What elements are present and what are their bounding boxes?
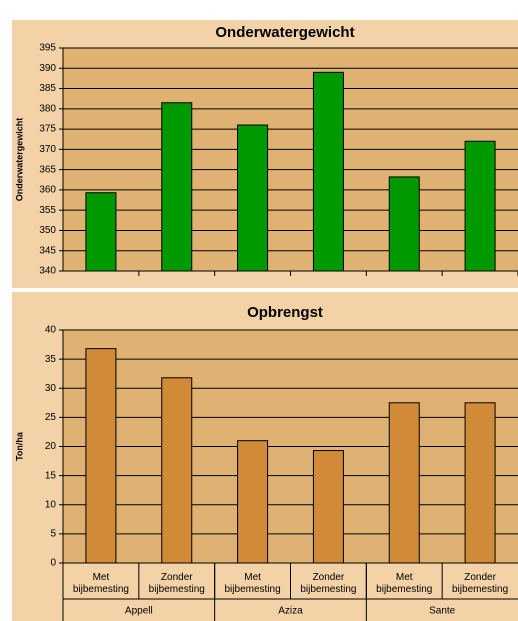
bar (312, 450, 344, 564)
y-tick-label: 355 (39, 205, 56, 216)
y-tick-label: 35 (45, 354, 57, 365)
y-tick-label: 350 (39, 225, 56, 236)
y-tick-label: 370 (39, 144, 56, 155)
y-axis-label: Ton/ha (14, 431, 24, 461)
y-tick-label: 25 (45, 412, 57, 423)
y-tick-label: 365 (39, 164, 56, 175)
bar (464, 140, 496, 272)
bar (388, 176, 420, 272)
bar (464, 402, 496, 564)
x-tick-label: Met bijbemesting (73, 572, 129, 595)
y-tick-label: 30 (45, 383, 57, 394)
x-tick-label: Met bijbemesting (225, 572, 281, 595)
chart-title: Opbrengst (247, 304, 323, 321)
group-label: Sante (429, 606, 456, 617)
y-tick-label: 380 (39, 103, 56, 114)
bar (237, 124, 269, 272)
y-tick-label: 340 (39, 266, 56, 277)
y-tick-label: 385 (39, 83, 56, 94)
y-tick-label: 15 (45, 470, 57, 481)
bar (161, 102, 193, 272)
bar (161, 377, 193, 564)
bar (85, 192, 117, 272)
bar (388, 402, 420, 564)
x-tick-label: Zonder bijbemesting (149, 572, 205, 595)
y-tick-label: 395 (39, 43, 56, 54)
y-tick-label: 10 (45, 499, 57, 510)
plot-area (63, 48, 518, 271)
y-tick-label: 5 (50, 529, 56, 540)
bar (237, 440, 269, 564)
y-tick-label: 390 (39, 63, 56, 74)
y-tick-label: 375 (39, 124, 56, 135)
bar (312, 71, 344, 272)
y-tick-label: 40 (45, 325, 57, 336)
y-tick-label: 360 (39, 185, 56, 196)
y-tick-label: 345 (39, 245, 56, 256)
x-tick-label: Zonder bijbemesting (300, 572, 356, 595)
bar (85, 348, 117, 564)
x-tick-label: Met bijbemesting (376, 572, 432, 595)
x-tick-label: Zonder bijbemesting (452, 572, 508, 595)
chart-title: Onderwatergewicht (215, 24, 354, 41)
group-label: Appell (125, 606, 153, 617)
y-tick-label: 0 (50, 558, 56, 569)
group-label: Aziza (278, 606, 303, 617)
y-tick-label: 20 (45, 441, 57, 452)
y-axis-label: Onderwatergewicht (14, 118, 24, 202)
